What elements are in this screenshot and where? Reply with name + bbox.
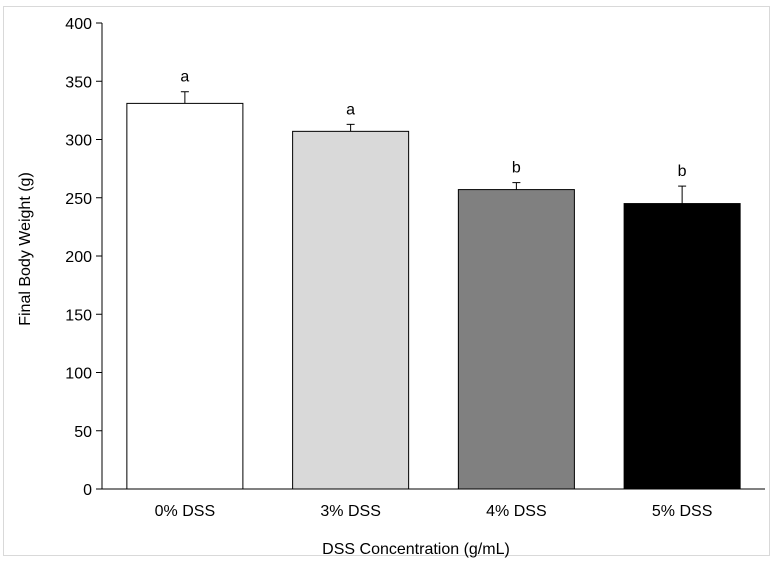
y-tick-label: 150 (65, 307, 92, 324)
y-tick-label: 200 (65, 249, 92, 266)
y-tick-label: 0 (83, 482, 92, 499)
bar-2 (292, 130, 410, 490)
significance-labels: a a b b (180, 69, 686, 180)
bar-1 (126, 102, 244, 490)
y-tick-label: 400 (65, 16, 92, 33)
y-tick-label: 350 (65, 74, 92, 91)
bar-4 (623, 203, 741, 490)
y-tick-label: 300 (65, 133, 92, 150)
x-tick-label: 3% DSS (320, 503, 380, 520)
y-tick-label: 250 (65, 191, 92, 208)
x-tick-label: 0% DSS (155, 503, 215, 520)
y-tick-label: 100 (65, 366, 92, 383)
significance-label-1: a (180, 69, 189, 86)
significance-label-3: b (512, 160, 521, 177)
x-axis: 0% DSS 3% DSS 4% DSS 5% DSS (102, 488, 765, 520)
significance-label-2: a (346, 101, 355, 118)
y-tick-label: 50 (74, 424, 92, 441)
x-axis-title: DSS Concentration (g/mL) (322, 541, 510, 558)
x-tick-label: 5% DSS (652, 503, 712, 520)
x-tick-label: 4% DSS (486, 503, 546, 520)
y-axis: 0 50 100 150 200 250 300 350 400 (65, 16, 103, 499)
y-axis-title: Final Body Weight (g) (17, 172, 34, 326)
bar-3 (457, 189, 575, 490)
significance-label-4: b (678, 163, 687, 180)
bars (126, 102, 741, 490)
error-bars (180, 91, 687, 204)
